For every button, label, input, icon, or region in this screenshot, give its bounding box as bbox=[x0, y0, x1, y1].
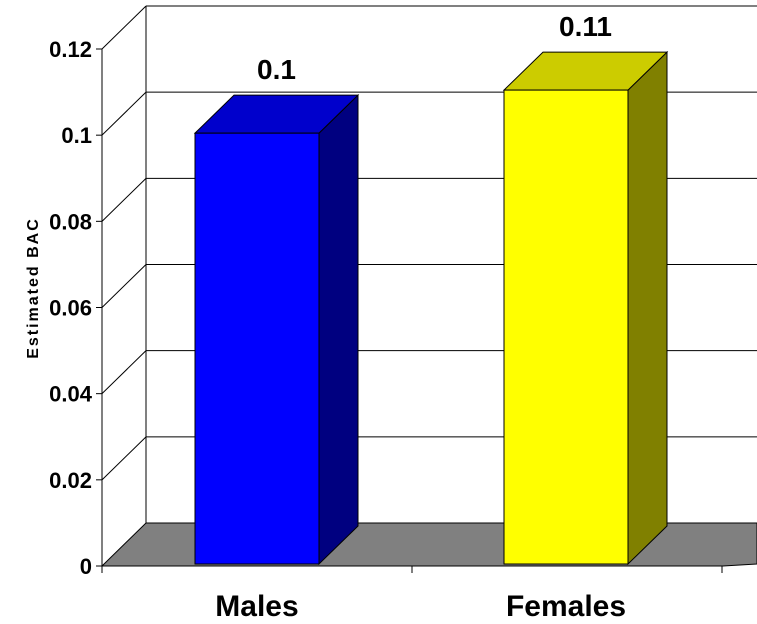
gridline-side bbox=[101, 177, 147, 222]
bar-side-face bbox=[318, 93, 359, 566]
bar-females bbox=[502, 50, 669, 566]
bars bbox=[193, 50, 669, 566]
y-tick-label: 0 bbox=[80, 554, 92, 579]
bar-front-face bbox=[194, 132, 320, 565]
bar-males bbox=[193, 93, 360, 566]
y-tick-label: 0.04 bbox=[49, 382, 93, 407]
gridline-side bbox=[101, 5, 147, 50]
x-category-labels: Males Females bbox=[215, 590, 626, 623]
gridline-side bbox=[101, 436, 147, 481]
y-tick-label: 0.08 bbox=[49, 209, 92, 234]
bar-front-face bbox=[503, 89, 629, 565]
bar-side-face bbox=[627, 50, 668, 566]
data-label-females: 0.11 bbox=[559, 11, 612, 42]
y-tick-label: 0.02 bbox=[49, 468, 92, 493]
y-axis-title: Estimated BAC bbox=[25, 217, 42, 359]
category-label-females: Females bbox=[506, 590, 626, 623]
data-label-males: 0.1 bbox=[257, 54, 296, 85]
category-label-males: Males bbox=[215, 590, 298, 623]
gridline-side bbox=[101, 91, 147, 136]
y-tick-label: 0.12 bbox=[49, 37, 92, 62]
gridline-side bbox=[101, 264, 147, 308]
data-labels: 0.1 0.11 bbox=[257, 11, 612, 85]
y-tick-label: 0.06 bbox=[49, 296, 92, 321]
gridline-side bbox=[101, 350, 147, 395]
y-tick-labels: 0 0.02 0.04 0.06 0.08 0.1 0.12 bbox=[49, 37, 93, 579]
axes bbox=[96, 48, 723, 573]
y-tick-label: 0.1 bbox=[61, 123, 92, 148]
